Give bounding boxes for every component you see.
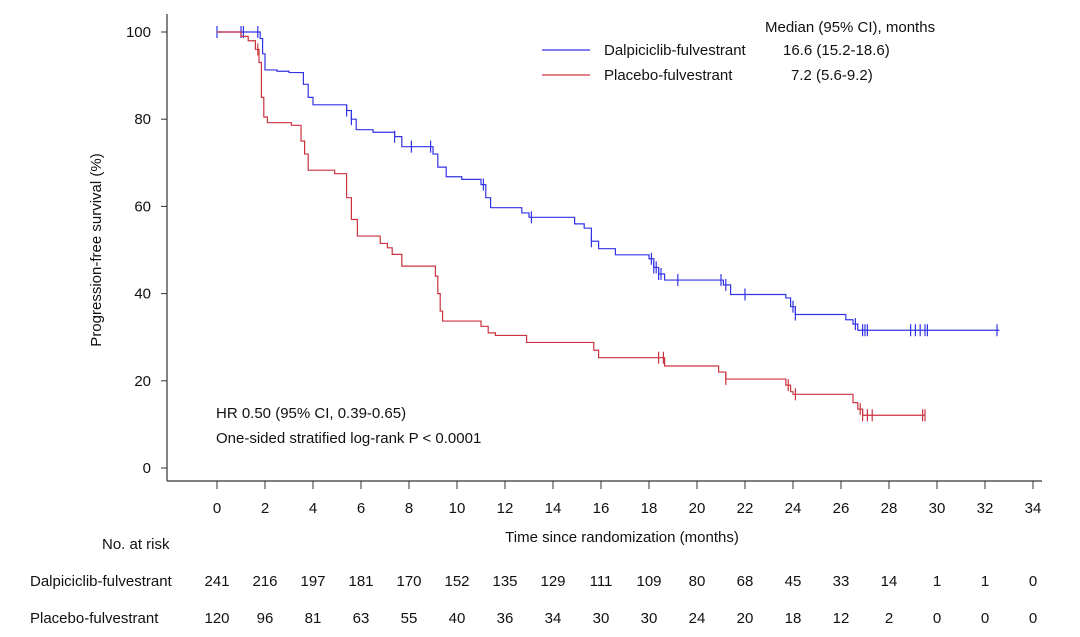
- y-axis-label: Progression-free survival (%): [88, 153, 105, 346]
- at-risk-count: 34: [545, 610, 562, 627]
- at-risk-count: 2: [885, 610, 893, 627]
- x-tick-label: 14: [545, 500, 562, 517]
- at-risk-count: 12: [833, 610, 850, 627]
- x-tick-label: 8: [405, 500, 413, 517]
- x-tick-label: 26: [833, 500, 850, 517]
- at-risk-count: 0: [933, 610, 941, 627]
- risk-row-label-placebo: Placebo-fulvestrant: [30, 610, 159, 627]
- at-risk-count: 14: [881, 573, 898, 590]
- at-risk-count: 0: [1029, 610, 1037, 627]
- at-risk-count: 1: [981, 573, 989, 590]
- y-tick-label: 40: [134, 286, 151, 303]
- at-risk-count: 30: [641, 610, 658, 627]
- at-risk-count: 216: [252, 573, 277, 590]
- legend: Median (95% CI), months Dalpiciclib-fulv…: [542, 19, 935, 84]
- survival-curve: [217, 31, 1000, 331]
- at-risk-count: 63: [353, 610, 370, 627]
- at-risk-count: 135: [492, 573, 517, 590]
- at-risk-count: 68: [737, 573, 754, 590]
- at-risk-count: 36: [497, 610, 514, 627]
- y-tick-label: 0: [143, 460, 151, 477]
- x-tick-label: 0: [213, 500, 221, 517]
- at-risk-count: 197: [300, 573, 325, 590]
- x-tick-label: 34: [1025, 500, 1042, 517]
- at-risk-count: 80: [689, 573, 706, 590]
- at-risk-count: 241: [204, 573, 229, 590]
- at-risk-count: 55: [401, 610, 418, 627]
- at-risk-count: 18: [785, 610, 802, 627]
- at-risk-count: 111: [590, 573, 613, 590]
- x-tick-label: 24: [785, 500, 802, 517]
- x-tick-label: 18: [641, 500, 658, 517]
- legend-median-dalpiciclib: 16.6 (15.2-18.6): [783, 42, 890, 59]
- y-tick-label: 100: [126, 24, 151, 41]
- at-risk-count: 20: [737, 610, 754, 627]
- y-tick-label: 20: [134, 373, 151, 390]
- at-risk-count: 0: [981, 610, 989, 627]
- legend-label-dalpiciclib: Dalpiciclib-fulvestrant: [604, 42, 747, 59]
- at-risk-count: 120: [204, 610, 229, 627]
- series-placebo: [217, 31, 926, 422]
- x-tick-label: 2: [261, 500, 269, 517]
- at-risk-count: 30: [593, 610, 610, 627]
- at-risk-count: 0: [1029, 573, 1037, 590]
- x-tick-label: 6: [357, 500, 365, 517]
- at-risk-count: 81: [305, 610, 322, 627]
- legend-header: Median (95% CI), months: [765, 19, 935, 36]
- x-tick-label: 22: [737, 500, 754, 517]
- x-axis-label: Time since randomization (months): [505, 529, 739, 546]
- x-tick-label: 4: [309, 500, 317, 517]
- at-risk-count: 40: [449, 610, 466, 627]
- at-risk-count: 109: [636, 573, 661, 590]
- risk-row-label-dalpiciclib: Dalpiciclib-fulvestrant: [30, 573, 173, 590]
- logrank-annotation: One-sided stratified log-rank P < 0.0001: [216, 430, 481, 447]
- at-risk-count: 24: [689, 610, 706, 627]
- y-tick-label: 80: [134, 111, 151, 128]
- x-tick-label: 28: [881, 500, 898, 517]
- at-risk-count: 181: [348, 573, 373, 590]
- at-risk-count: 33: [833, 573, 850, 590]
- x-tick-label: 30: [929, 500, 946, 517]
- x-tick-label: 10: [449, 500, 466, 517]
- at-risk-count: 45: [785, 573, 802, 590]
- risk-table-title: No. at risk: [102, 536, 170, 553]
- legend-label-placebo: Placebo-fulvestrant: [604, 67, 733, 84]
- x-tick-label: 16: [593, 500, 610, 517]
- at-risk-count: 129: [540, 573, 565, 590]
- survival-curve: [217, 31, 925, 416]
- x-tick-label: 20: [689, 500, 706, 517]
- at-risk-count: 170: [396, 573, 421, 590]
- y-tick-label: 60: [134, 198, 151, 215]
- x-tick-label: 32: [977, 500, 994, 517]
- at-risk-count: 1: [933, 573, 941, 590]
- x-tick-label: 12: [497, 500, 514, 517]
- at-risk-count: 152: [444, 573, 469, 590]
- at-risk-count: 96: [257, 610, 274, 627]
- hazard-ratio-annotation: HR 0.50 (95% CI, 0.39-0.65): [216, 405, 406, 422]
- legend-median-placebo: 7.2 (5.6-9.2): [791, 67, 873, 84]
